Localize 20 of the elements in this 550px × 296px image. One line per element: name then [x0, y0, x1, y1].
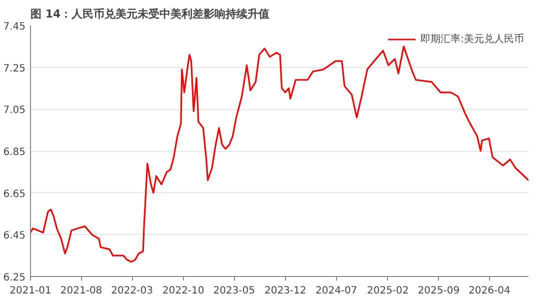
x-tick-label: 2021-01: [10, 286, 52, 296]
legend-label: 即期汇率:美元兑人民币: [420, 32, 524, 46]
x-tick-label: 2024-07: [316, 286, 358, 296]
y-tick-label: 6.65: [3, 188, 26, 200]
y-tick-label: 6.45: [3, 230, 26, 242]
y-tick-label: 7.45: [3, 22, 26, 32]
x-tick-label: 2021-08: [60, 286, 102, 296]
x-tick-label: 2023-05: [213, 286, 256, 296]
x-tick-label: 2022-10: [162, 286, 204, 296]
x-tick-label: 2022-03: [111, 286, 153, 296]
x-tick-label: 2023-12: [264, 286, 306, 296]
y-tick-label: 6.25: [3, 272, 26, 284]
line-series: [30, 46, 528, 263]
y-tick-label: 7.05: [3, 105, 26, 116]
chart-title: 图 14：人民币兑美元未受中美利差影响持续升值: [30, 8, 270, 20]
x-tick-label: 2025-09: [418, 286, 460, 296]
x-tick-label: 2026-04: [468, 286, 510, 296]
x-tick-label: 2025-02: [367, 286, 409, 296]
y-tick-label: 7.25: [3, 63, 26, 74]
y-tick-label: 6.85: [3, 147, 26, 158]
